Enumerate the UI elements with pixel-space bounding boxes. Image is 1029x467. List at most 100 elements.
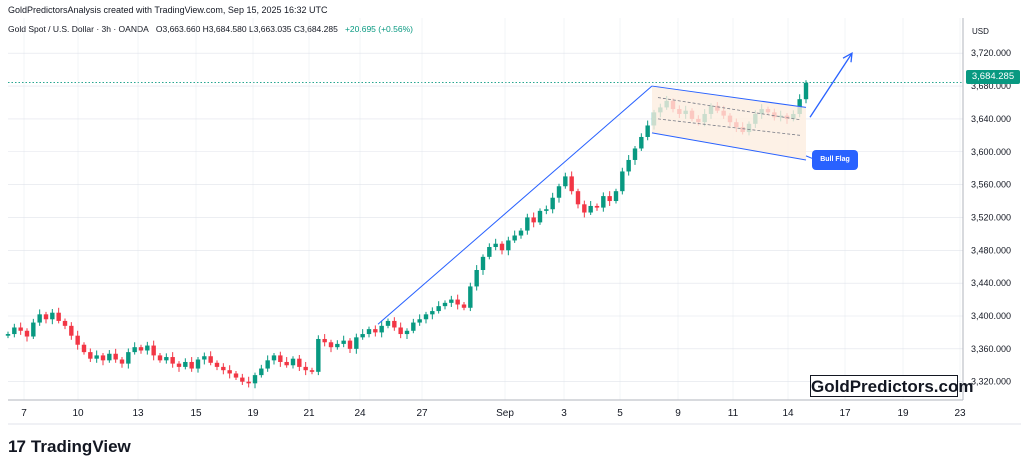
candle-body (335, 343, 340, 348)
candle-body (37, 314, 42, 323)
candle-body (69, 325, 74, 336)
tradingview-logo[interactable]: 17 TradingView (8, 437, 131, 457)
bull-flag-callout[interactable]: Bull Flag (812, 150, 858, 170)
candle-body (803, 82, 809, 100)
chart-grid (8, 18, 963, 400)
candle-body (417, 319, 422, 323)
candle-body (50, 312, 55, 320)
candle-body (183, 361, 188, 367)
candle-body (208, 356, 213, 363)
candle-body (493, 243, 498, 248)
price-tick-label: 3,520.000 (971, 212, 1011, 222)
candle-body (639, 136, 644, 149)
candle-body (480, 256, 486, 271)
time-tick-label: 19 (247, 408, 259, 419)
candle-body (379, 325, 384, 333)
candle-body (613, 191, 619, 202)
candle-body (316, 338, 321, 372)
candle-body (81, 344, 87, 353)
candle-body (5, 334, 11, 336)
candle-body (62, 320, 68, 326)
price-tick-label: 3,440.000 (971, 278, 1011, 288)
candle-body (189, 361, 194, 369)
time-tick-label: 21 (303, 408, 315, 419)
candle-body (56, 312, 61, 321)
time-tick-label: 17 (839, 408, 851, 419)
candle-body (164, 357, 169, 361)
candle-body (107, 353, 112, 361)
tradingview-logo-icon: 17 (8, 437, 26, 456)
candle-body (43, 314, 49, 320)
watermark-text: GoldPredictors.com (810, 375, 974, 397)
candle-body (341, 340, 346, 344)
candlestick-series (5, 80, 809, 389)
price-tick-label: 3,360.000 (971, 344, 1011, 354)
candle-body (202, 356, 207, 360)
price-tick-label: 3,640.000 (971, 114, 1011, 124)
candle-body (297, 358, 302, 367)
candle-body (531, 217, 536, 223)
candle-body (366, 329, 372, 335)
time-tick-label: 24 (354, 408, 366, 419)
time-tick-label: 15 (190, 408, 202, 419)
candle-body (468, 286, 473, 308)
candle-body (575, 191, 581, 205)
candle-body (550, 197, 555, 210)
price-tick-label: 3,680.000 (971, 81, 1011, 91)
candle-body (474, 270, 479, 287)
candle-body (119, 359, 125, 364)
candle-body (436, 306, 441, 312)
candle-body (170, 357, 175, 364)
candle-body (12, 327, 17, 335)
price-change: +20.695 (+0.56%) (344, 24, 413, 34)
price-axis-ticks: 3,320.000 3,360.000 3,400.000 3,440.000 3,48… (971, 48, 1011, 386)
candle-body (544, 209, 549, 211)
candle-body (246, 381, 251, 384)
candle-body (582, 204, 587, 213)
candle-body (487, 247, 492, 257)
time-tick-label: 27 (416, 408, 428, 419)
candle-body (632, 148, 638, 160)
candle-body (126, 352, 131, 364)
ohlc-values: O3,663.660 H3,684.580 L3,663.035 C3,684.… (155, 24, 338, 34)
candle-body (157, 355, 163, 361)
candle-body (31, 322, 36, 337)
time-tick-label: Sep (496, 408, 514, 419)
time-axis-ticks: 7 10 13 15 19 21 24 27 Sep 3 5 9 11 14 17 19 23 (21, 408, 966, 419)
candle-body (563, 176, 568, 187)
candle-body (328, 342, 334, 348)
candle-body (461, 304, 467, 308)
breakout-arrow-head (842, 52, 853, 63)
candle-body (151, 345, 156, 356)
candle-body (607, 196, 612, 202)
candle-body (404, 330, 410, 335)
tradingview-logo-text: TradingView (30, 437, 131, 456)
bull-flag-channel-fill (652, 86, 806, 160)
candle-body (398, 327, 403, 335)
candle-body (518, 230, 524, 236)
candle-body (138, 347, 144, 351)
candle-body (626, 159, 631, 172)
candle-body (594, 205, 600, 208)
time-tick-label: 19 (897, 408, 909, 419)
candle-body (347, 340, 353, 349)
time-tick-label: 3 (561, 408, 567, 419)
candle-body (499, 243, 505, 251)
candle-body (525, 217, 530, 231)
candle-body (354, 337, 359, 349)
candle-body (601, 196, 606, 208)
candle-body (385, 320, 391, 326)
instrument-label[interactable]: Gold Spot / U.S. Dollar · 3h · OANDA (8, 24, 149, 34)
candle-body (227, 370, 232, 374)
candle-body (221, 366, 226, 371)
price-tick-label: 3,480.000 (971, 245, 1011, 255)
price-tick-label: 3,320.000 (971, 377, 1011, 387)
symbol-info-line: Gold Spot / U.S. Dollar · 3h · OANDA O3,… (8, 24, 413, 34)
candle-body (18, 327, 23, 331)
candle-body (537, 210, 543, 223)
candle-body (645, 125, 650, 137)
candle-body (265, 360, 270, 369)
candle-body (455, 299, 460, 305)
bull-flag-mid-upper (657, 97, 801, 121)
